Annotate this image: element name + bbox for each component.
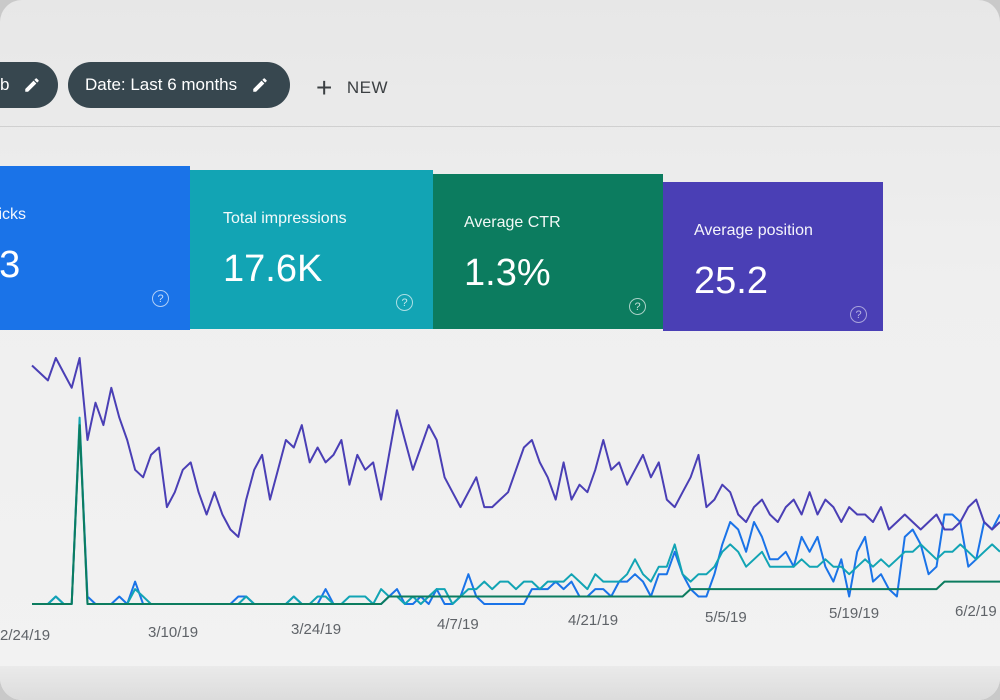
series-line-3 [31,357,1000,538]
new-filter-button[interactable]: + NEW [316,72,388,104]
metric-card-ctr[interactable]: Average CTR 1.3% ? [433,174,663,329]
metric-card-clicks[interactable]: al clicks 23 ? [0,166,190,330]
x-tick-label: 4/21/19 [568,612,618,629]
pencil-icon[interactable] [251,76,269,94]
metric-label: al clicks [0,206,27,223]
metric-label: Average position [694,222,813,239]
pencil-icon[interactable] [23,76,41,94]
help-icon[interactable]: ? [629,298,646,315]
series-line-2 [32,424,1000,605]
x-tick-label: 3/10/19 [148,624,198,641]
filter-chip-label: b [0,75,10,94]
help-icon[interactable]: ? [396,294,413,311]
x-tick-label: 5/19/19 [829,605,879,622]
metric-value: 1.3% [464,252,551,294]
help-icon[interactable]: ? [152,290,169,307]
new-button-label: NEW [346,78,389,97]
metric-value: 23 [0,244,21,286]
x-tick-label: 2/24/19 [0,627,50,644]
x-tick-label: 3/24/19 [291,621,341,638]
toolbar-divider [0,126,1000,127]
metric-label: Average CTR [464,214,561,231]
performance-chart[interactable]: 2/24/19 3/10/19 3/24/19 4/7/19 4/21/19 5/5/19… [0,340,1000,670]
series-line-0 [32,424,1000,605]
x-tick-label: 4/7/19 [437,616,479,633]
metric-value: 25.2 [694,260,768,302]
metric-card-position[interactable]: Average position 25.2 ? [663,182,883,331]
bottom-bar [0,666,1000,700]
date-filter-chip[interactable]: Date: Last 6 months [68,62,290,108]
plus-icon: + [316,72,333,103]
date-filter-label: Date: Last 6 months [85,75,238,94]
metric-value: 17.6K [223,248,323,290]
help-icon[interactable]: ? [850,306,867,323]
series-line-1 [32,416,1000,605]
metric-card-impressions[interactable]: Total impressions 17.6K ? [190,170,433,329]
x-tick-label: 6/2/19 [955,603,997,620]
x-tick-label: 5/5/19 [705,609,747,626]
metric-label: Total impressions [223,210,347,227]
filter-chip[interactable]: b [0,62,58,108]
